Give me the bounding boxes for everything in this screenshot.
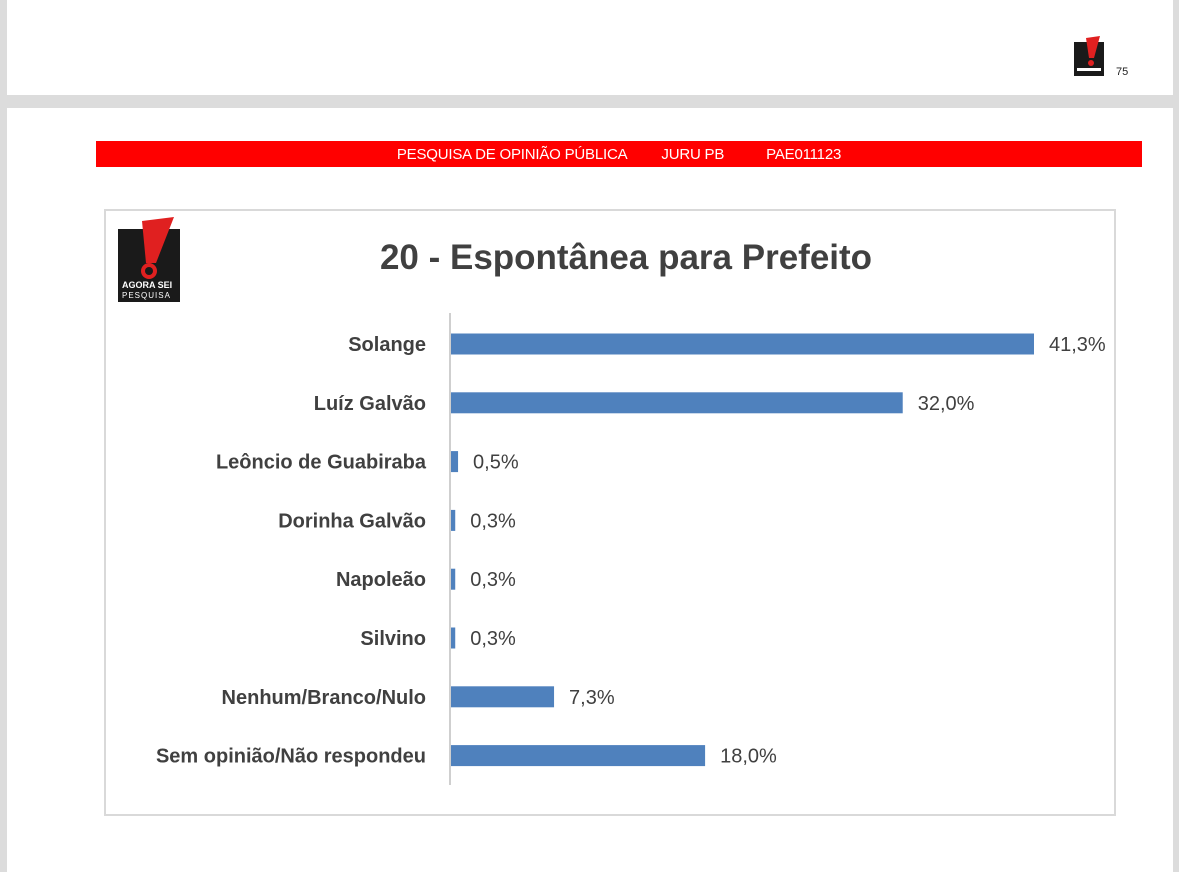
agora-sei-logo: AGORA SEI PESQUISA <box>118 217 180 302</box>
data-label: 0,3% <box>470 628 516 650</box>
category-label: Leôncio de Guabiraba <box>216 452 427 474</box>
category-label: Solange <box>348 334 426 356</box>
bar <box>451 627 456 649</box>
banner-location: JURU PB <box>661 145 725 163</box>
bar-chart: Solange 41,3% Luíz Galvão 32,0% Leôncio de G… <box>156 313 1106 785</box>
report-page: PESQUISA DE OPINIÃO PÚBLICA JURU PB PAE0… <box>7 108 1173 872</box>
agora-sei-logo-small <box>1074 36 1104 76</box>
data-label: 7,3% <box>569 687 615 709</box>
category-label: Nenhum/Branco/Nulo <box>222 687 426 709</box>
banner-survey: PESQUISA DE OPINIÃO PÚBLICA <box>396 145 628 163</box>
bar <box>451 568 456 590</box>
page-number: 75 <box>1116 66 1129 78</box>
bar <box>451 392 903 414</box>
data-label: 18,0% <box>720 746 777 768</box>
data-label: 41,3% <box>1049 334 1106 356</box>
chart-title: 20 - Espontânea para Prefeito <box>379 238 873 277</box>
previous-page: 75 <box>7 0 1173 95</box>
category-label: Dorinha Galvão <box>278 510 426 532</box>
category-label: Sem opinião/Não respondeu <box>156 746 426 768</box>
data-label: 32,0% <box>918 393 975 415</box>
bar <box>451 451 459 473</box>
banner-code: PAE011123 <box>766 145 842 163</box>
chart-container: AGORA SEI PESQUISA 20 - Espontânea para … <box>104 209 1116 816</box>
logo-text-1: AGORA SEI <box>122 280 172 290</box>
data-label: 0,5% <box>473 452 519 474</box>
bar <box>451 686 555 708</box>
header-banner: PESQUISA DE OPINIÃO PÚBLICA JURU PB PAE0… <box>96 141 1142 167</box>
category-label: Luíz Galvão <box>314 393 426 415</box>
category-label: Napoleão <box>336 569 426 591</box>
bar <box>451 333 1034 355</box>
data-label: 0,3% <box>470 510 516 532</box>
bar <box>451 509 456 531</box>
data-label: 0,3% <box>470 569 516 591</box>
bar <box>451 745 706 767</box>
logo-text-2: PESQUISA <box>122 291 171 300</box>
category-label: Silvino <box>360 628 426 650</box>
